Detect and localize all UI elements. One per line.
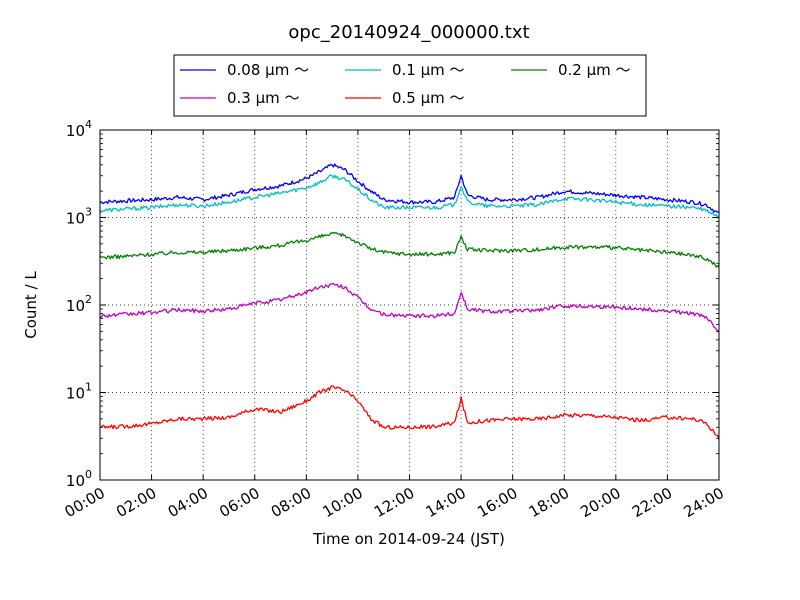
x-tick-label: 02:00 — [113, 484, 159, 521]
series-line — [99, 385, 720, 440]
y-tick-label: 100 — [66, 468, 92, 490]
y-axis-title: Count / L — [22, 271, 40, 339]
x-tick-label: 24:00 — [681, 484, 727, 521]
y-tick-label: 103 — [66, 206, 92, 228]
y-tick-exponent: 0 — [85, 468, 92, 481]
series-line — [99, 282, 720, 333]
legend-label: 0.1 μm ～ — [392, 61, 465, 79]
legend-label: 0.3 μm ～ — [227, 89, 300, 107]
series-line — [99, 231, 720, 268]
x-tick-label: 10:00 — [319, 484, 365, 521]
y-tick-base: 10 — [66, 122, 85, 140]
x-tick-label: 08:00 — [268, 484, 314, 521]
x-tick-label: 18:00 — [526, 484, 572, 521]
legend-label: 0.08 μm ～ — [227, 61, 309, 79]
x-tick-label: 22:00 — [629, 484, 675, 521]
y-tick-label: 102 — [66, 293, 92, 315]
legend: 0.08 μm ～ 0.1 μm ～ 0.2 μm ～ 0.3 μm ～ 0.5 μm … — [173, 54, 647, 117]
y-tick-label: 104 — [66, 118, 92, 140]
y-tick-base: 10 — [66, 472, 85, 490]
x-tick-label: 14:00 — [423, 484, 469, 521]
axis-ticks: 00:00 02:00 04:00 06:00 08:00 10:00 12:00 14:00… — [62, 118, 727, 521]
legend-frame — [173, 54, 647, 117]
y-tick-exponent: 4 — [85, 118, 92, 131]
x-tick-label: 20:00 — [577, 484, 623, 521]
x-tick-label: 04:00 — [165, 484, 211, 521]
y-tick-base: 10 — [66, 385, 85, 403]
y-tick-label: 101 — [66, 381, 92, 403]
y-tick-exponent: 3 — [85, 206, 92, 219]
series-line — [99, 174, 720, 219]
x-tick-label: 12:00 — [371, 484, 417, 521]
y-tick-exponent: 2 — [85, 293, 92, 306]
series-line — [99, 163, 720, 213]
y-tick-base: 10 — [66, 210, 85, 228]
y-tick-base: 10 — [66, 297, 85, 315]
chart-title: opc_20140924_000000.txt — [288, 22, 529, 43]
series-lines — [99, 163, 720, 440]
x-axis-title: Time on 2014-09-24 (JST) — [312, 530, 505, 548]
y-tick-exponent: 1 — [85, 381, 92, 394]
x-tick-label: 06:00 — [216, 484, 262, 521]
legend-label: 0.5 μm ～ — [392, 89, 465, 107]
legend-label: 0.2 μm ～ — [558, 61, 631, 79]
x-tick-label: 16:00 — [474, 484, 520, 521]
